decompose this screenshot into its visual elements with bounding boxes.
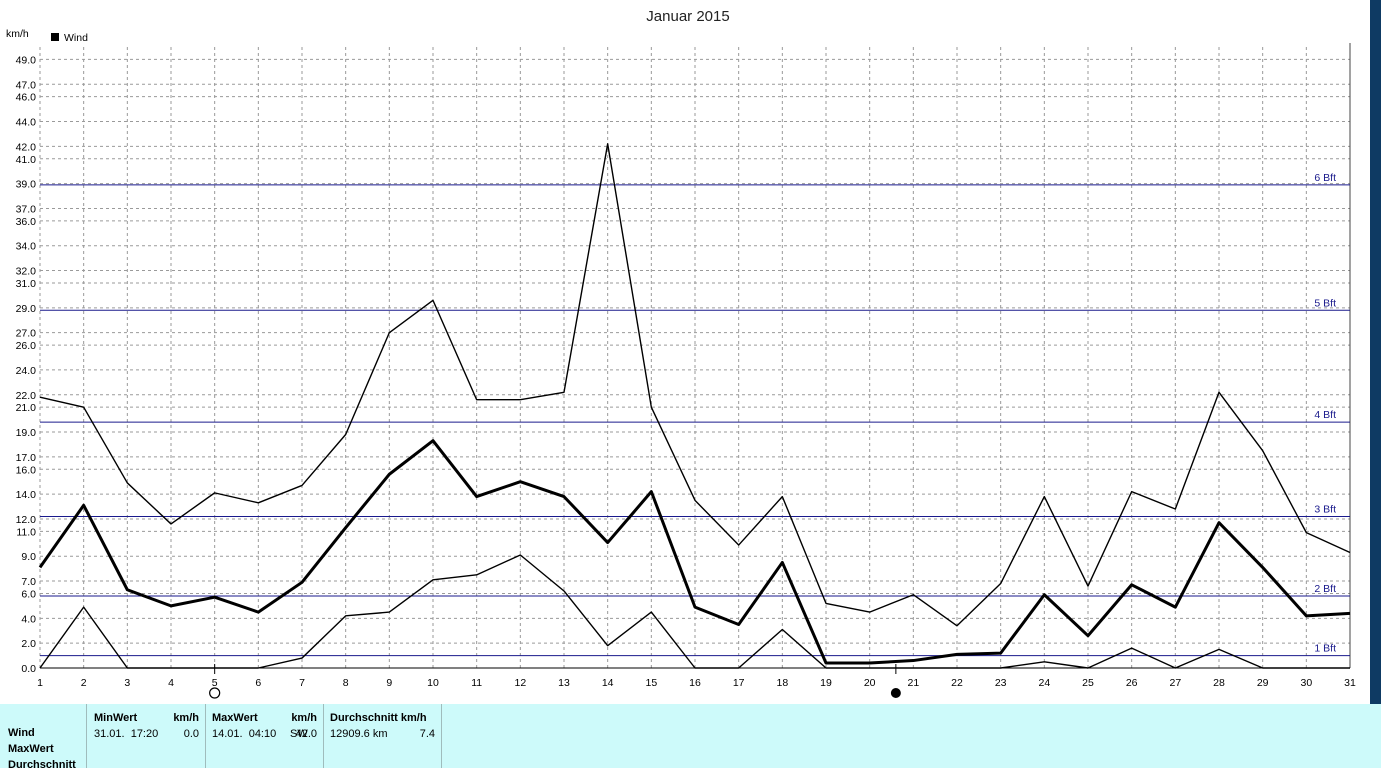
min-value: 0.0 bbox=[183, 728, 199, 740]
series-line-range bbox=[39, 143, 1351, 627]
x-tick-label: 19 bbox=[820, 677, 832, 689]
beaufort-label: 5 Bft bbox=[1314, 297, 1336, 309]
x-tick-label: 16 bbox=[689, 677, 701, 689]
y-tick-label: 26.0 bbox=[16, 340, 37, 352]
x-tick-label: 22 bbox=[951, 677, 963, 689]
beaufort-label: 3 Bft bbox=[1314, 503, 1336, 515]
x-tick-label: 30 bbox=[1300, 677, 1312, 689]
y-tick-label: 31.0 bbox=[16, 278, 37, 290]
chart-title: Januar 2015 bbox=[646, 8, 729, 25]
legend-swatch-wind bbox=[51, 33, 59, 41]
beaufort-label: 2 Bft bbox=[1314, 583, 1336, 595]
y-tick-label: 16.0 bbox=[16, 464, 37, 476]
x-tick-label: 5 bbox=[212, 677, 218, 689]
max-header: MaxWert bbox=[212, 712, 258, 724]
x-tick-label: 7 bbox=[299, 677, 305, 689]
y-tick-label: 36.0 bbox=[16, 216, 37, 228]
row-label-wind: Wind bbox=[8, 727, 35, 739]
x-tick-label: 21 bbox=[907, 677, 919, 689]
y-tick-label: 19.0 bbox=[16, 427, 37, 439]
y-tick-label: 46.0 bbox=[16, 92, 37, 104]
y-tick-label: 9.0 bbox=[21, 551, 36, 563]
x-tick-label: 8 bbox=[343, 677, 349, 689]
avg-header: Durchschnitt km/h bbox=[330, 712, 427, 724]
full-moon-icon bbox=[209, 687, 221, 699]
y-tick-label: 2.0 bbox=[21, 638, 36, 650]
avg-value: 7.4 bbox=[419, 728, 435, 740]
min-datetime: 31.01. 17:20 bbox=[94, 728, 159, 740]
max-datetime: 14.01. 04:10 bbox=[212, 728, 277, 740]
x-tick-label: 13 bbox=[558, 677, 570, 689]
y-tick-label: 14.0 bbox=[16, 489, 37, 501]
x-tick-label: 23 bbox=[995, 677, 1007, 689]
y-tick-label: 7.0 bbox=[21, 576, 36, 588]
x-tick-label: 6 bbox=[255, 677, 261, 689]
window-edge bbox=[1370, 0, 1381, 704]
x-tick-label: 10 bbox=[427, 677, 439, 689]
y-tick-label: 29.0 bbox=[16, 303, 37, 315]
avg-distance: 12909.6 km bbox=[330, 728, 388, 740]
x-tick-label: 27 bbox=[1169, 677, 1181, 689]
stats-panel: Wind MaxWert Durchschnitt MinWert km/h 3… bbox=[0, 704, 1381, 771]
stats-min-column: MinWert km/h 31.01. 17:20 0.0 bbox=[87, 704, 206, 768]
x-tick-label: 4 bbox=[168, 677, 174, 689]
x-tick-label: 3 bbox=[124, 677, 130, 689]
x-tick-label: 15 bbox=[645, 677, 657, 689]
stats-labels-column: Wind MaxWert Durchschnitt bbox=[0, 704, 87, 771]
y-tick-label: 34.0 bbox=[16, 241, 37, 253]
row-label-maxwert: MaxWert bbox=[8, 743, 54, 755]
series-line-range bbox=[39, 554, 1350, 669]
y-tick-label: 44.0 bbox=[16, 117, 37, 129]
beaufort-label: 6 Bft bbox=[1314, 172, 1336, 184]
max-unit: km/h bbox=[291, 712, 317, 724]
x-tick-label: 20 bbox=[864, 677, 876, 689]
legend-label-wind: Wind bbox=[64, 32, 88, 44]
y-tick-label: 49.0 bbox=[16, 54, 37, 66]
max-direction: SW bbox=[290, 728, 308, 740]
y-tick-label: 47.0 bbox=[16, 79, 37, 91]
y-tick-label: 4.0 bbox=[21, 613, 36, 625]
y-tick-label: 22.0 bbox=[16, 390, 37, 402]
y-tick-label: 39.0 bbox=[16, 179, 37, 191]
x-tick-label: 26 bbox=[1126, 677, 1138, 689]
min-unit: km/h bbox=[173, 712, 199, 724]
x-tick-label: 18 bbox=[776, 677, 788, 689]
x-tick-label: 31 bbox=[1344, 677, 1356, 689]
x-tick-label: 17 bbox=[733, 677, 745, 689]
y-tick-label: 12.0 bbox=[16, 514, 37, 526]
y-tick-label: 37.0 bbox=[16, 203, 37, 215]
y-tick-label: 27.0 bbox=[16, 328, 37, 340]
series-line-wind bbox=[38, 439, 1351, 665]
y-tick-label: 42.0 bbox=[16, 141, 37, 153]
x-tick-label: 14 bbox=[602, 677, 614, 689]
x-tick-label: 9 bbox=[386, 677, 392, 689]
y-tick-label: 17.0 bbox=[16, 452, 37, 464]
x-tick-label: 1 bbox=[37, 677, 43, 689]
x-tick-label: 2 bbox=[81, 677, 87, 689]
y-axis-unit: km/h bbox=[6, 28, 29, 40]
stats-avg-column: Durchschnitt km/h 12909.6 km 7.4 bbox=[324, 704, 442, 768]
stats-max-column: MaxWert km/h 14.01. 04:10 SW 42.0 bbox=[206, 704, 324, 768]
x-tick-label: 29 bbox=[1257, 677, 1269, 689]
max-value: 42.0 bbox=[295, 728, 317, 740]
min-header: MinWert bbox=[94, 712, 138, 724]
y-tick-label: 41.0 bbox=[16, 154, 37, 166]
x-tick-label: 28 bbox=[1213, 677, 1225, 689]
y-tick-label: 0.0 bbox=[21, 663, 36, 675]
new-moon-icon bbox=[890, 688, 901, 698]
y-tick-label: 11.0 bbox=[16, 526, 36, 538]
row-label-durchschnitt: Durchschnitt bbox=[8, 759, 76, 771]
x-tick-label: 12 bbox=[514, 677, 526, 689]
x-tick-label: 25 bbox=[1082, 677, 1094, 689]
x-tick-label: 24 bbox=[1038, 677, 1050, 689]
beaufort-label: 1 Bft bbox=[1314, 643, 1336, 655]
y-tick-label: 32.0 bbox=[16, 266, 37, 278]
x-tick-label: 11 bbox=[471, 677, 482, 689]
wind-chart: Januar 2015 km/h Wind 1 Bft 2 Bft 3 Bft 4 B… bbox=[6, 8, 1356, 699]
y-tick-label: 6.0 bbox=[21, 588, 36, 600]
y-tick-label: 21.0 bbox=[16, 402, 37, 414]
beaufort-label: 4 Bft bbox=[1314, 409, 1336, 421]
y-tick-label: 24.0 bbox=[16, 365, 37, 377]
